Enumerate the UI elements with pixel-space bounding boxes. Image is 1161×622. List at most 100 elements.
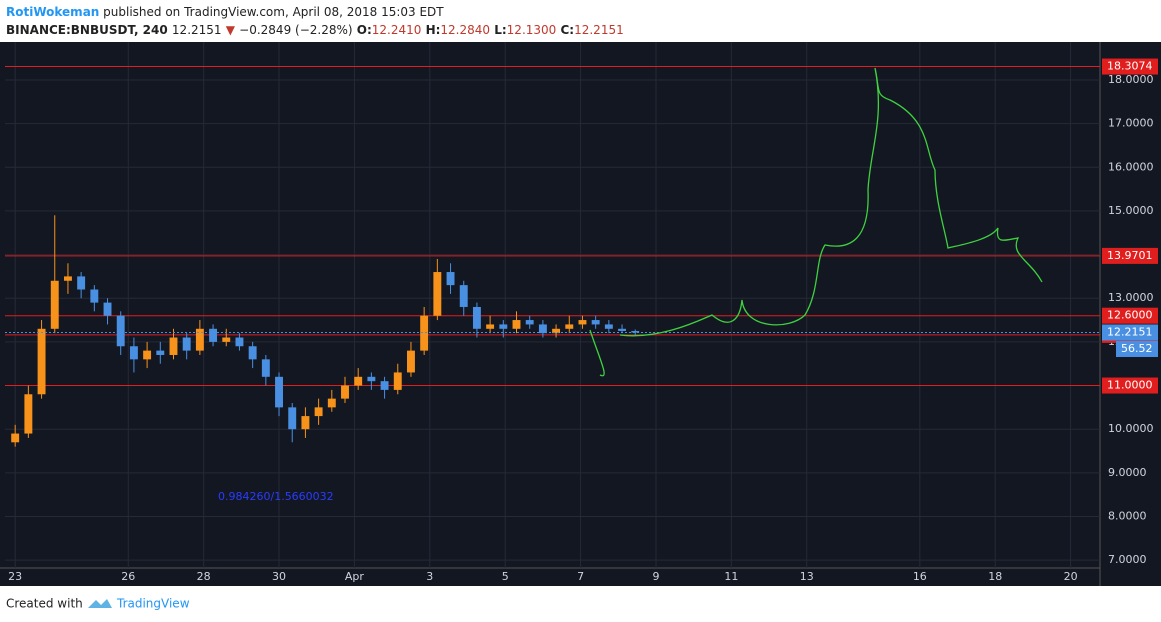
candle-body bbox=[195, 328, 204, 351]
header-line-2: BINANCE:BNBUSDT, 240 12.2151 ▼ −0.2849 (… bbox=[6, 23, 624, 37]
x-tick-label: 26 bbox=[121, 570, 135, 583]
x-tick-label: 9 bbox=[652, 570, 659, 583]
y-tick-label: 16.0000 bbox=[1108, 160, 1154, 173]
x-tick-label: 11 bbox=[724, 570, 738, 583]
x-tick-label: 28 bbox=[197, 570, 211, 583]
candle-body bbox=[591, 320, 600, 325]
candle-body bbox=[631, 330, 640, 333]
candle-body bbox=[11, 433, 20, 443]
x-tick-label: 30 bbox=[272, 570, 286, 583]
candle-body bbox=[314, 407, 323, 417]
footer-brand[interactable]: TradingView bbox=[116, 597, 190, 611]
candle-body bbox=[275, 376, 283, 408]
candle-body bbox=[512, 320, 521, 329]
x-tick-label: 13 bbox=[800, 570, 814, 583]
candle-body bbox=[604, 324, 613, 329]
tv-logo bbox=[88, 599, 112, 608]
candle-body bbox=[499, 324, 508, 329]
price-line-label: 18.3074 bbox=[1107, 60, 1153, 73]
x-tick-label: 16 bbox=[913, 570, 927, 583]
footer-created: Created with bbox=[6, 597, 83, 611]
c: 12.2151 bbox=[574, 23, 624, 37]
candle-body bbox=[169, 337, 178, 355]
candle-body bbox=[407, 350, 415, 373]
candle-body bbox=[552, 328, 561, 334]
price-line-label: 11.0000 bbox=[1107, 379, 1153, 392]
y-tick-label: 18.0000 bbox=[1108, 73, 1154, 86]
x-tick-label: Apr bbox=[345, 570, 365, 583]
candle-body bbox=[37, 328, 46, 395]
last-price-label: 12.2151 bbox=[1107, 325, 1153, 338]
candle-body bbox=[129, 346, 138, 360]
plot: 7.00008.00009.000010.000011.000012.00001… bbox=[5, 42, 1158, 583]
indicator-box bbox=[1116, 341, 1158, 357]
candle-body bbox=[525, 320, 534, 325]
candle-body bbox=[367, 376, 376, 382]
indicator-label: 56.52 bbox=[1121, 342, 1153, 355]
candle-body bbox=[393, 372, 402, 390]
candle-body bbox=[327, 398, 336, 408]
candle-body bbox=[380, 381, 389, 390]
arrow: ▼ bbox=[226, 23, 236, 37]
candle-body bbox=[248, 346, 257, 360]
y-tick-label: 7.0000 bbox=[1108, 553, 1147, 566]
x-tick-label: 23 bbox=[8, 570, 22, 583]
candle-body bbox=[182, 337, 191, 351]
candle-body bbox=[354, 376, 363, 386]
candle-body bbox=[90, 289, 99, 303]
candle-body bbox=[261, 359, 270, 377]
h: 12.2840 bbox=[440, 23, 490, 37]
candle-body bbox=[143, 350, 152, 360]
y-tick-label: 13.0000 bbox=[1108, 291, 1154, 304]
price-line-box bbox=[1102, 307, 1158, 324]
candle-body bbox=[116, 315, 125, 347]
projection-drawing bbox=[589, 67, 1043, 377]
price-line-box bbox=[1102, 377, 1158, 394]
price-line-label: 12.6000 bbox=[1107, 309, 1153, 322]
candle-body bbox=[222, 337, 231, 342]
x-tick-label: 7 bbox=[577, 570, 584, 583]
candle-body bbox=[578, 320, 587, 325]
l: 12.1300 bbox=[507, 23, 557, 37]
candle-body bbox=[63, 276, 72, 281]
x-tick-label: 20 bbox=[1064, 570, 1078, 583]
candle-body bbox=[459, 285, 468, 307]
candle-body bbox=[235, 337, 244, 347]
candle-body bbox=[420, 315, 429, 351]
published: published on TradingView.com, April 08, … bbox=[103, 5, 444, 19]
y-tick-label: 10.0000 bbox=[1108, 422, 1154, 435]
last-price-box bbox=[1102, 324, 1158, 341]
x-tick-label: 3 bbox=[426, 570, 433, 583]
l-label: L: bbox=[494, 23, 506, 37]
h-label: H: bbox=[426, 23, 441, 37]
x-tick-label: 18 bbox=[988, 570, 1002, 583]
candle-body bbox=[288, 407, 297, 430]
price-line-box bbox=[1102, 58, 1158, 75]
candle-body bbox=[341, 385, 349, 399]
candle-body bbox=[301, 416, 310, 430]
candle-body bbox=[618, 328, 627, 331]
symbol: BINANCE:BNBUSDT, 240 bbox=[6, 23, 168, 37]
y-tick-label: 8.0000 bbox=[1108, 509, 1147, 522]
candle-body bbox=[24, 394, 33, 434]
candle-body bbox=[565, 324, 574, 329]
candle-body bbox=[50, 280, 59, 329]
candle-body bbox=[433, 272, 442, 316]
candle-body bbox=[538, 324, 547, 334]
header-line-1: RotiWokeman published on TradingView.com… bbox=[6, 5, 444, 19]
candle-body bbox=[156, 350, 165, 355]
candle-body bbox=[103, 302, 112, 316]
annotation: 0.984260/1.5660032 bbox=[218, 490, 334, 503]
candle-body bbox=[209, 328, 218, 342]
candle-body bbox=[446, 272, 455, 286]
o: 12.2410 bbox=[372, 23, 422, 37]
y-tick-label: 9.0000 bbox=[1108, 466, 1147, 479]
x-tick-label: 5 bbox=[502, 570, 509, 583]
y-tick-label: 17.0000 bbox=[1108, 117, 1154, 130]
candle-body bbox=[486, 324, 495, 329]
author[interactable]: RotiWokeman bbox=[6, 5, 99, 19]
price: 12.2151 bbox=[172, 23, 222, 37]
candle-body bbox=[77, 276, 86, 290]
change: −0.2849 (−2.28%) bbox=[239, 23, 352, 37]
